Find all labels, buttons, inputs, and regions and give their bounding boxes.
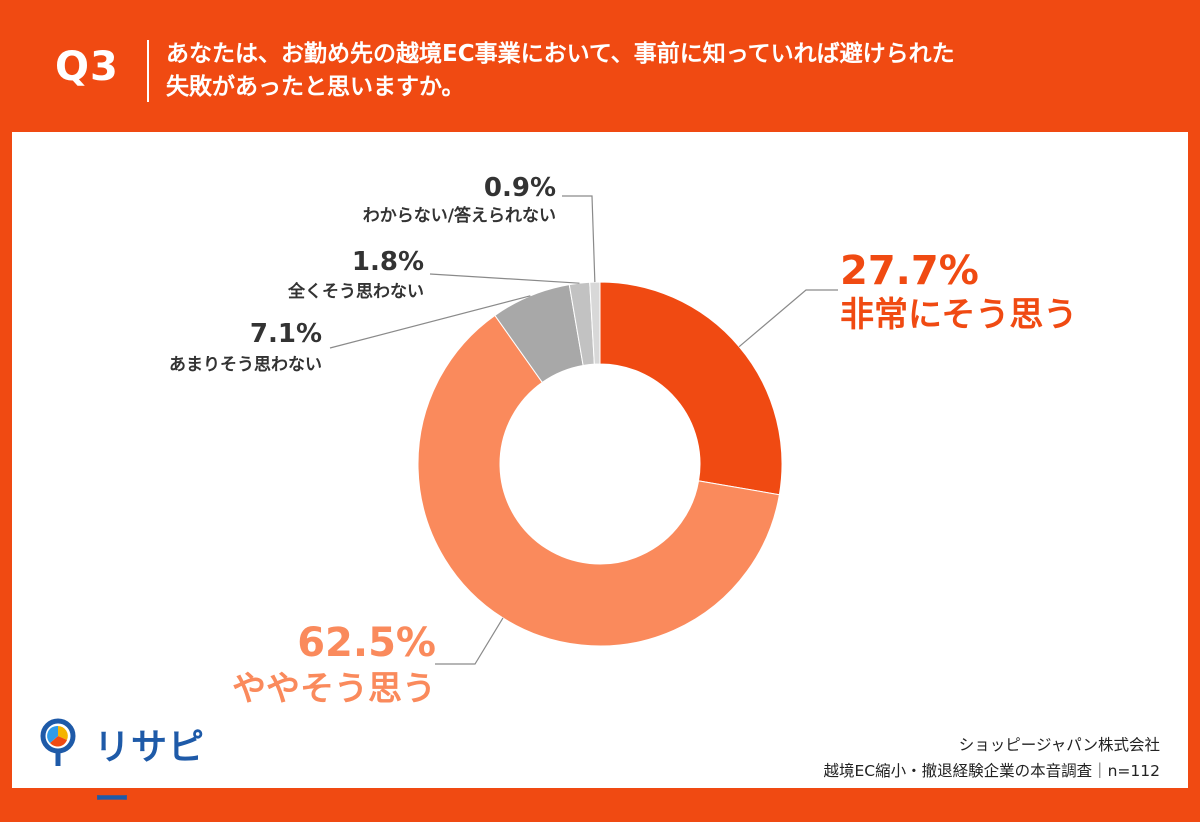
leader-line [329,295,531,349]
risapi-logo: リサピー [40,718,240,820]
label-dont-know-value: 0.9% [484,173,556,203]
slice-strongly-agree [599,281,783,496]
chart-panel [12,132,1188,788]
label-somewhat-agree-category: ややそう思う [232,669,436,709]
question-number: Q3 [55,44,119,90]
source-survey: 越境EC縮小・撤退経験企業の本音調査｜n=112 [823,762,1160,780]
source-note: ショッピージャパン株式会社 越境EC縮小・撤退経験企業の本音調査｜n=112 [823,732,1160,784]
leader-line [562,195,596,283]
label-strongly-agree-value: 27.7% [840,248,979,294]
header: Q3 あなたは、お勤め先の越境EC事業において、事前に知っていれば避けられた 失… [0,0,1200,130]
slice-dont-know [589,281,601,365]
label-somewhat-agree-value: 62.5% [297,620,436,666]
header-divider [147,40,149,102]
label-not-at-all-value: 1.8% [352,247,424,277]
leader-line [429,273,580,284]
label-not-really-value: 7.1% [250,319,322,349]
question-text: あなたは、お勤め先の越境EC事業において、事前に知っていれば避けられた 失敗があ… [166,38,1126,104]
donut-chart: 27.7%非常にそう思う 62.5%ややそう思う 7.1% あまりそう思わない 1.8%… [169,173,1077,709]
label-strongly-agree-category: 非常にそう思う [840,295,1077,335]
question-line-1: あなたは、お勤め先の越境EC事業において、事前に知っていれば避けられた [166,41,955,67]
label-not-at-all-category: 全くそう思わない [287,281,424,302]
logo-pin-icon [40,718,76,766]
label-dont-know-category: わからない/答えられない [363,205,556,226]
leader-line [435,617,504,665]
source-company: ショッピージャパン株式会社 [958,736,1160,754]
question-line-2: 失敗があったと思いますか。 [166,74,465,100]
leader-line [738,289,838,348]
label-not-really-category: あまりそう思わない [169,355,322,375]
slice-somewhat-agree [417,314,780,647]
logo-text: リサピー [94,727,206,820]
